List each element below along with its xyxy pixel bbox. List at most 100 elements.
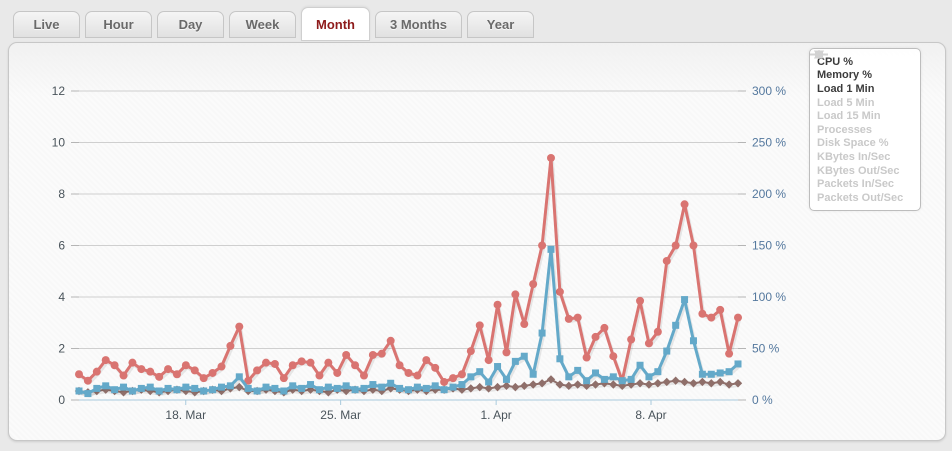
tab-month[interactable]: Month bbox=[301, 7, 370, 41]
data-point bbox=[235, 322, 244, 331]
data-point bbox=[253, 366, 262, 375]
legend-item-disk-space[interactable]: Disk Space % bbox=[810, 50, 913, 151]
data-point bbox=[636, 361, 644, 369]
data-point bbox=[164, 365, 173, 374]
data-point bbox=[360, 384, 368, 392]
data-point bbox=[555, 287, 564, 296]
data-point bbox=[653, 327, 662, 336]
data-point bbox=[431, 363, 440, 372]
circle-marker-icon bbox=[810, 50, 828, 59]
tab-week[interactable]: Week bbox=[229, 11, 296, 38]
legend-label: CPU % bbox=[817, 55, 854, 68]
data-point bbox=[280, 387, 288, 395]
data-point bbox=[209, 386, 217, 394]
data-point bbox=[324, 383, 332, 391]
data-point bbox=[609, 380, 618, 389]
data-point bbox=[662, 377, 671, 387]
legend-item-load-15-min[interactable]: Load 15 Min bbox=[810, 50, 913, 123]
data-point bbox=[253, 387, 261, 395]
monitor-chart: 0 2 4 6 8 10 12 0 % 50 % 100 % 150 % 200 % 250 % 300 … bbox=[52, 84, 787, 422]
data-point bbox=[725, 368, 733, 376]
data-point bbox=[600, 375, 608, 383]
data-point bbox=[546, 375, 556, 384]
data-point bbox=[636, 296, 645, 305]
data-point bbox=[493, 300, 502, 309]
tab-year[interactable]: Year bbox=[467, 11, 535, 38]
tab-hour[interactable]: Hour bbox=[85, 11, 152, 38]
legend-label: KBytes Out/Sec bbox=[817, 164, 900, 177]
data-point bbox=[386, 336, 395, 345]
data-point bbox=[618, 377, 626, 385]
tab-day[interactable]: Day bbox=[157, 11, 224, 38]
data-point bbox=[528, 380, 538, 389]
data-point bbox=[538, 241, 547, 250]
data-point bbox=[689, 241, 698, 250]
data-point bbox=[653, 379, 663, 388]
data-point bbox=[475, 321, 484, 330]
data-point bbox=[146, 367, 155, 376]
data-point bbox=[725, 349, 734, 358]
legend-item-load-5-min[interactable]: Load 5 Min bbox=[810, 50, 913, 110]
data-point bbox=[226, 382, 234, 390]
data-point bbox=[200, 387, 208, 395]
data-point bbox=[315, 386, 323, 394]
legend-label: KBytes In/Sec bbox=[817, 150, 891, 163]
x-tick-label: 18. Mar bbox=[165, 408, 206, 422]
legend-label: Memory % bbox=[817, 69, 873, 82]
data-point bbox=[494, 363, 502, 371]
data-point bbox=[440, 386, 448, 394]
data-point bbox=[431, 382, 439, 390]
data-point bbox=[537, 379, 547, 388]
y-left-tick-label: 8 bbox=[58, 187, 65, 201]
data-point bbox=[698, 309, 707, 318]
data-point bbox=[582, 381, 591, 391]
data-point bbox=[484, 384, 493, 393]
data-point bbox=[119, 371, 128, 380]
data-point bbox=[377, 349, 386, 358]
y-left-tick-label: 0 bbox=[58, 393, 65, 407]
data-point bbox=[627, 335, 636, 344]
data-point bbox=[707, 370, 715, 378]
legend-item-kbytes-out-sec[interactable]: KBytes Out/Sec bbox=[810, 50, 913, 178]
data-point bbox=[609, 373, 617, 381]
y-right-tick-label: 0 % bbox=[752, 393, 773, 407]
data-point bbox=[484, 356, 493, 365]
data-point bbox=[671, 376, 680, 385]
legend-item-load-1-min[interactable]: Load 1 Min bbox=[810, 50, 913, 96]
legend-item-packets-out-sec[interactable]: Packets Out/Sec bbox=[810, 50, 913, 205]
data-point bbox=[137, 384, 145, 392]
data-point bbox=[672, 321, 680, 329]
y-right-tick-label: 250 % bbox=[752, 136, 786, 150]
tab-live[interactable]: Live bbox=[13, 11, 80, 38]
data-point bbox=[405, 386, 412, 394]
data-point bbox=[270, 359, 279, 368]
data-point bbox=[556, 355, 564, 363]
legend-item-packets-in-sec[interactable]: Packets In/Sec bbox=[810, 50, 913, 191]
data-point bbox=[413, 383, 421, 391]
data-point bbox=[235, 382, 244, 392]
data-point bbox=[226, 341, 235, 350]
legend-item-cpu[interactable]: CPU % bbox=[810, 50, 913, 69]
data-point bbox=[93, 384, 101, 392]
tab-bar: Live Hour Day Week Month 3 Months Year bbox=[13, 0, 535, 42]
data-point bbox=[573, 380, 582, 389]
data-point bbox=[680, 377, 689, 387]
y-right-tick-label: 100 % bbox=[752, 290, 786, 304]
data-point bbox=[128, 387, 136, 395]
data-point bbox=[681, 296, 689, 304]
legend-item-kbytes-in-sec[interactable]: KBytes In/Sec bbox=[810, 50, 913, 164]
data-point bbox=[351, 386, 359, 394]
data-point bbox=[511, 357, 519, 365]
data-point bbox=[565, 373, 573, 381]
legend-item-memory[interactable]: Memory % bbox=[810, 50, 913, 83]
y-left-tick-label: 10 bbox=[52, 136, 66, 150]
legend-item-processes[interactable]: Processes bbox=[810, 50, 913, 137]
data-point bbox=[511, 382, 520, 392]
data-point bbox=[466, 384, 476, 393]
tab-3-months[interactable]: 3 Months bbox=[374, 11, 463, 38]
data-point bbox=[502, 348, 511, 357]
data-point bbox=[635, 379, 645, 388]
data-point bbox=[654, 368, 662, 376]
data-point bbox=[467, 373, 475, 381]
data-point bbox=[306, 358, 315, 367]
